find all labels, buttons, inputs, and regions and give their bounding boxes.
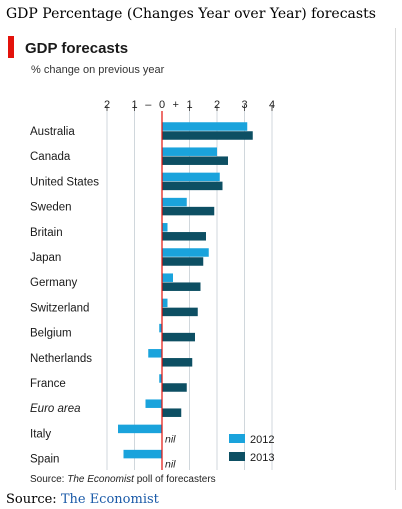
x-tick-label: 2 bbox=[104, 99, 110, 111]
source-note-prefix: Source: bbox=[30, 474, 68, 485]
category-label: Belgium bbox=[30, 328, 72, 340]
category-label: Netherlands bbox=[30, 353, 92, 365]
bar-2013 bbox=[162, 131, 253, 140]
bar-2013 bbox=[162, 307, 198, 317]
footer-source: Source: The Economist bbox=[6, 492, 159, 507]
bar-2013 bbox=[162, 206, 215, 216]
category-label: Britain bbox=[30, 227, 63, 239]
nil-annotation: nil bbox=[165, 459, 176, 471]
bar-2012 bbox=[148, 349, 162, 358]
x-tick-label: 2 bbox=[214, 99, 220, 111]
bar-2013 bbox=[162, 181, 223, 191]
category-label: Canada bbox=[30, 151, 71, 163]
bar-2013 bbox=[162, 156, 228, 165]
chart-subtitle: % change on previous year bbox=[31, 64, 165, 76]
nil-annotation: nil bbox=[165, 433, 176, 445]
legend-label-2012: 2012 bbox=[250, 434, 274, 446]
source-note-suffix: poll of forecasters bbox=[133, 474, 216, 485]
category-label: Sweden bbox=[30, 202, 72, 214]
x-tick-label: 0 bbox=[159, 99, 165, 111]
footer-source-link[interactable]: The Economist bbox=[60, 492, 159, 507]
x-tick-label: + bbox=[173, 99, 179, 111]
x-tick-label: 3 bbox=[241, 99, 247, 111]
bar-2012 bbox=[159, 323, 162, 333]
category-label: Euro area bbox=[30, 403, 81, 415]
bar-2012 bbox=[162, 273, 173, 282]
x-tick-label: 1 bbox=[186, 99, 192, 111]
bar-2013 bbox=[162, 408, 182, 417]
category-label: Germany bbox=[30, 277, 78, 289]
x-tick-label: 4 bbox=[269, 99, 275, 111]
bar-2012 bbox=[162, 223, 168, 232]
category-label: Switzerland bbox=[30, 302, 89, 314]
category-label: Spain bbox=[30, 454, 59, 466]
x-tick-label: – bbox=[145, 99, 152, 111]
bar-2012 bbox=[118, 424, 162, 434]
footer-source-label: Source: bbox=[6, 492, 57, 507]
chart-title: GDP forecasts bbox=[25, 40, 129, 57]
bar-2013 bbox=[162, 332, 195, 342]
x-tick-label: 1 bbox=[131, 99, 137, 111]
legend-label-2013: 2013 bbox=[250, 452, 274, 464]
bar-2012 bbox=[159, 374, 162, 383]
category-label: Italy bbox=[30, 428, 51, 440]
bar-2012 bbox=[162, 147, 217, 156]
category-label: Japan bbox=[30, 252, 61, 264]
bar-2012 bbox=[162, 248, 209, 257]
bar-2012 bbox=[162, 172, 220, 182]
page-title: GDP Percentage (Changes Year over Year) … bbox=[6, 6, 376, 22]
bar-2013 bbox=[162, 282, 201, 291]
category-label: France bbox=[30, 378, 66, 390]
red-tab-marker bbox=[8, 36, 14, 58]
bar-2012 bbox=[123, 449, 162, 459]
bar-2012 bbox=[145, 399, 162, 408]
legend-swatch-2013 bbox=[229, 452, 245, 461]
bar-2012 bbox=[162, 122, 248, 131]
category-label: Australia bbox=[30, 126, 75, 138]
bar-2013 bbox=[162, 358, 193, 367]
bar-2013 bbox=[162, 257, 204, 266]
bar-2012 bbox=[162, 197, 187, 207]
bar-2013 bbox=[162, 383, 187, 392]
bar-2012 bbox=[162, 298, 168, 308]
legend-swatch-2012 bbox=[229, 434, 245, 443]
source-note: Source: The Economist poll of forecaster… bbox=[30, 474, 216, 485]
bar-2013 bbox=[162, 232, 206, 241]
source-note-publication: The Economist bbox=[67, 474, 134, 485]
category-label: United States bbox=[30, 176, 99, 188]
